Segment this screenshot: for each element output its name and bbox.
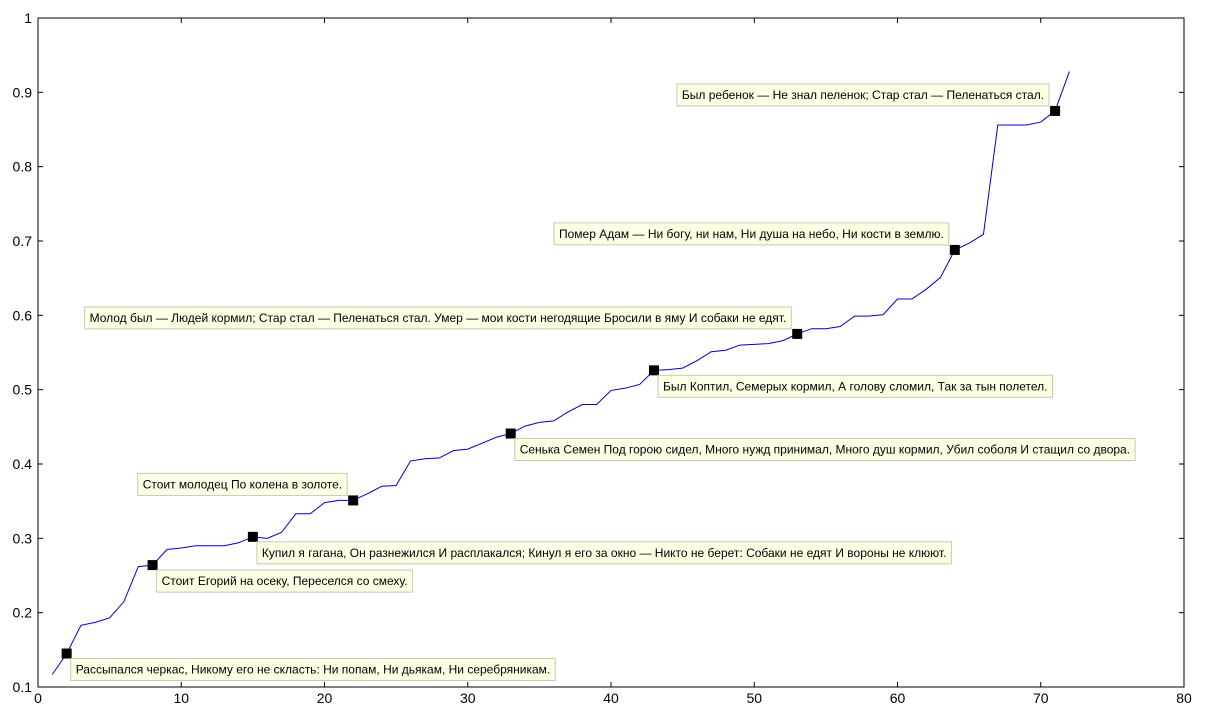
x-tick-label: 0 bbox=[34, 690, 42, 706]
data-point-marker bbox=[949, 244, 960, 255]
data-point-marker bbox=[792, 328, 803, 339]
x-tick-label: 30 bbox=[460, 690, 476, 706]
annotation-box bbox=[553, 222, 950, 246]
annotation-text: Был Коптил, Семерых кормил, А голову сло… bbox=[663, 379, 1047, 393]
annotation-label: Был ребенок — Не знал пеленок; Стар стал… bbox=[676, 83, 1050, 107]
data-point-marker bbox=[61, 648, 72, 659]
annotation-text: Стоит Егорий на осеку, Переселся со смех… bbox=[162, 574, 408, 588]
annotations-layer: Рассыпался черкас, Никому его не скласть… bbox=[70, 83, 1136, 681]
x-tick-label: 80 bbox=[1176, 690, 1192, 706]
y-tick-label: 0.9 bbox=[13, 84, 33, 100]
y-tick-label: 0.5 bbox=[13, 382, 33, 398]
data-point-marker bbox=[247, 531, 258, 542]
annotation-text: Купил я гагана, Он разнежился И расплака… bbox=[262, 546, 947, 560]
annotation-label: Был Коптил, Семерых кормил, А голову сло… bbox=[657, 374, 1053, 398]
annotation-text: Рассыпался черкас, Никому его не скласть… bbox=[76, 663, 551, 677]
x-tick-label: 20 bbox=[317, 690, 333, 706]
series-line-layer bbox=[51, 71, 1070, 675]
annotation-label: Сенька Семен Под горою сидел, Много нужд… bbox=[514, 438, 1136, 461]
data-point-marker bbox=[348, 495, 359, 506]
annotation-box bbox=[657, 374, 1053, 398]
y-tick-label: 0.3 bbox=[13, 530, 33, 546]
annotation-label: Помер Адам — Ни богу, ни нам, Ни душа на… bbox=[553, 222, 950, 246]
data-point-marker bbox=[1050, 105, 1061, 116]
data-point-marker bbox=[505, 428, 516, 439]
annotation-text: Сенька Семен Под горою сидел, Много нужд… bbox=[520, 443, 1130, 457]
axes-box bbox=[37, 17, 1185, 688]
annotation-box bbox=[676, 83, 1050, 107]
axis-ticks: 0 10 20 30 40 50 60 70 80 0.1 0.2 0.3 0.4 0.5 0.6 0.7 0.… bbox=[13, 10, 1192, 706]
annotation-box bbox=[514, 438, 1136, 461]
annotation-box bbox=[137, 472, 348, 496]
y-tick-label: 0.6 bbox=[13, 307, 33, 323]
annotation-box bbox=[256, 541, 952, 565]
x-tick-label: 70 bbox=[1033, 690, 1049, 706]
annotation-label: Стоит молодец По колена в золоте. bbox=[137, 472, 348, 496]
x-tick-label: 40 bbox=[603, 690, 619, 706]
annotation-box bbox=[70, 658, 556, 681]
annotation-label: Молод был — Людей кормил; Стар стал — Пе… bbox=[84, 306, 792, 330]
y-tick-label: 0.7 bbox=[13, 233, 33, 249]
y-tick-label: 0.1 bbox=[13, 679, 33, 695]
series-line bbox=[51, 71, 1070, 675]
data-point-marker bbox=[648, 365, 659, 376]
y-tick-label: 0.4 bbox=[13, 456, 33, 472]
annotation-box bbox=[156, 569, 414, 593]
annotation-box bbox=[84, 306, 792, 330]
x-tick-label: 60 bbox=[890, 690, 906, 706]
y-tick-label: 0.8 bbox=[13, 159, 33, 175]
y-tick-label: 1 bbox=[24, 10, 32, 26]
annotation-text: Был ребенок — Не знал пеленок; Стар стал… bbox=[682, 88, 1044, 102]
y-tick-label: 0.2 bbox=[13, 605, 33, 621]
annotation-label: Стоит Егорий на осеку, Переселся со смех… bbox=[156, 569, 414, 593]
markers-layer bbox=[61, 105, 1061, 659]
annotation-text: Стоит молодец По колена в золоте. bbox=[143, 477, 342, 491]
x-tick-label: 10 bbox=[173, 690, 189, 706]
data-point-marker bbox=[147, 560, 158, 571]
annotation-label: Купил я гагана, Он разнежился И расплака… bbox=[256, 541, 952, 565]
annotation-label: Рассыпался черкас, Никому его не скласть… bbox=[70, 658, 556, 681]
x-tick-label: 50 bbox=[746, 690, 762, 706]
annotation-text: Помер Адам — Ни богу, ни нам, Ни душа на… bbox=[559, 227, 944, 241]
annotation-text: Молод был — Людей кормил; Стар стал — Пе… bbox=[90, 311, 787, 325]
